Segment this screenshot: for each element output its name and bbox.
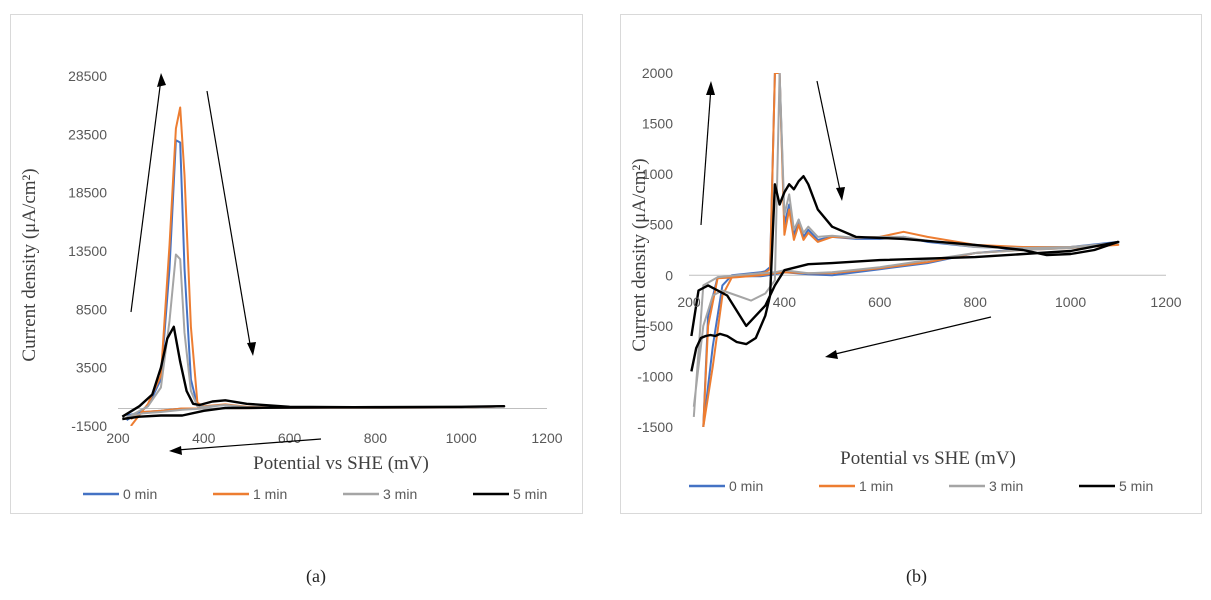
y-tick-label: 18500 <box>68 185 107 201</box>
y-tick-label: 28500 <box>68 68 107 84</box>
arrowhead-up-a <box>157 73 166 87</box>
y-tick-label: -1500 <box>71 418 107 434</box>
legend-label: 1 min <box>859 478 893 494</box>
x-tick-label: 1200 <box>1150 294 1181 310</box>
y-tick-label: 3500 <box>76 360 107 376</box>
chart-b-y-ticks: -1500 -1000 -500 0 500 1000 1500 2000 <box>637 65 673 435</box>
chart-b-x-axis-title: Potential vs SHE (mV) <box>840 448 1016 469</box>
y-tick-label: 1500 <box>642 116 673 132</box>
caption-b: (b) <box>906 566 927 586</box>
y-tick-label: 1000 <box>642 166 673 182</box>
y-tick-label: 23500 <box>68 126 107 142</box>
arrow-down-a <box>206 90 252 351</box>
arrowhead-down-a <box>247 342 256 356</box>
chart-b-x-ticks: 200 400 600 800 1000 1200 <box>677 294 1181 310</box>
series-line-5-min <box>690 175 1120 372</box>
y-tick-label: 2000 <box>642 65 673 81</box>
arrow-left-a <box>176 438 322 451</box>
series-line-1-min <box>702 73 1120 427</box>
caption-a: (a) <box>306 566 326 586</box>
x-tick-label: 400 <box>773 294 797 310</box>
legend-label: 3 min <box>989 478 1023 494</box>
series-line-3-min <box>126 253 506 419</box>
arrow-up-left-a <box>130 78 162 313</box>
x-tick-label: 800 <box>964 294 988 310</box>
x-tick-label: 400 <box>192 430 216 446</box>
y-tick-label: -1000 <box>637 368 673 384</box>
x-tick-label: 1000 <box>1055 294 1086 310</box>
chart-a-arrows <box>130 73 322 455</box>
legend-label: 5 min <box>513 486 547 502</box>
chart-b-y-axis-title: Current density (μA/cm²) <box>629 158 650 351</box>
chart-a-y-ticks: -1500 3500 8500 13500 18500 23500 28500 <box>68 68 107 434</box>
chart-a-x-axis-title: Potential vs SHE (mV) <box>253 453 429 474</box>
y-tick-label: 13500 <box>68 243 107 259</box>
chart-a-x-ticks: 200 400 600 800 1000 1200 <box>106 430 562 446</box>
x-tick-label: 200 <box>677 294 701 310</box>
arrowhead-down-b <box>836 187 845 201</box>
arrow-down-b <box>816 80 842 196</box>
arrow-up-b <box>700 86 712 226</box>
x-tick-label: 600 <box>868 294 892 310</box>
legend-label: 0 min <box>729 478 763 494</box>
legend-label: 0 min <box>123 486 157 502</box>
chart-a-svg: 200 400 600 800 1000 1200 -1500 3500 8500 13500 1… <box>19 68 563 502</box>
chart-a-y-axis-title: Current density (μA/cm²) <box>19 168 40 361</box>
chart-b-series-group <box>690 73 1120 427</box>
chart-a-legend: 0 min 1 min 3 min 5 min <box>83 486 547 502</box>
legend-label: 5 min <box>1119 478 1153 494</box>
chart-panel-b: 200 400 600 800 1000 1200 -1500 -1000 -500 0 500 1… <box>620 14 1202 514</box>
arrowhead-up-b <box>706 81 715 95</box>
y-tick-label: -500 <box>645 318 673 334</box>
series-line-5-min <box>121 325 506 421</box>
x-tick-label: 1000 <box>446 430 477 446</box>
series-line-3-min <box>692 73 1120 417</box>
x-tick-label: 1200 <box>531 430 562 446</box>
y-tick-label: -1500 <box>637 419 673 435</box>
x-tick-label: 600 <box>278 430 302 446</box>
y-tick-label: 500 <box>650 217 674 233</box>
arrow-left-b <box>830 316 992 356</box>
y-tick-label: 8500 <box>76 301 107 317</box>
arrowhead-left-b <box>825 350 838 359</box>
series-line-1-min <box>130 106 506 426</box>
chart-b-arrows <box>700 80 992 359</box>
chart-b-legend: 0 min 1 min 3 min 5 min <box>689 478 1153 494</box>
arrowhead-left-a <box>169 446 182 455</box>
chart-a-series-group <box>121 106 506 426</box>
legend-label: 3 min <box>383 486 417 502</box>
y-tick-label: 0 <box>665 267 673 283</box>
series-line-0-min <box>702 73 1120 427</box>
legend-label: 1 min <box>253 486 287 502</box>
chart-panel-a: 200 400 600 800 1000 1200 -1500 3500 8500 13500 1… <box>10 14 583 514</box>
x-tick-label: 800 <box>364 430 388 446</box>
x-tick-label: 200 <box>106 430 130 446</box>
chart-b-svg: 200 400 600 800 1000 1200 -1500 -1000 -500 0 500 1… <box>629 65 1182 494</box>
